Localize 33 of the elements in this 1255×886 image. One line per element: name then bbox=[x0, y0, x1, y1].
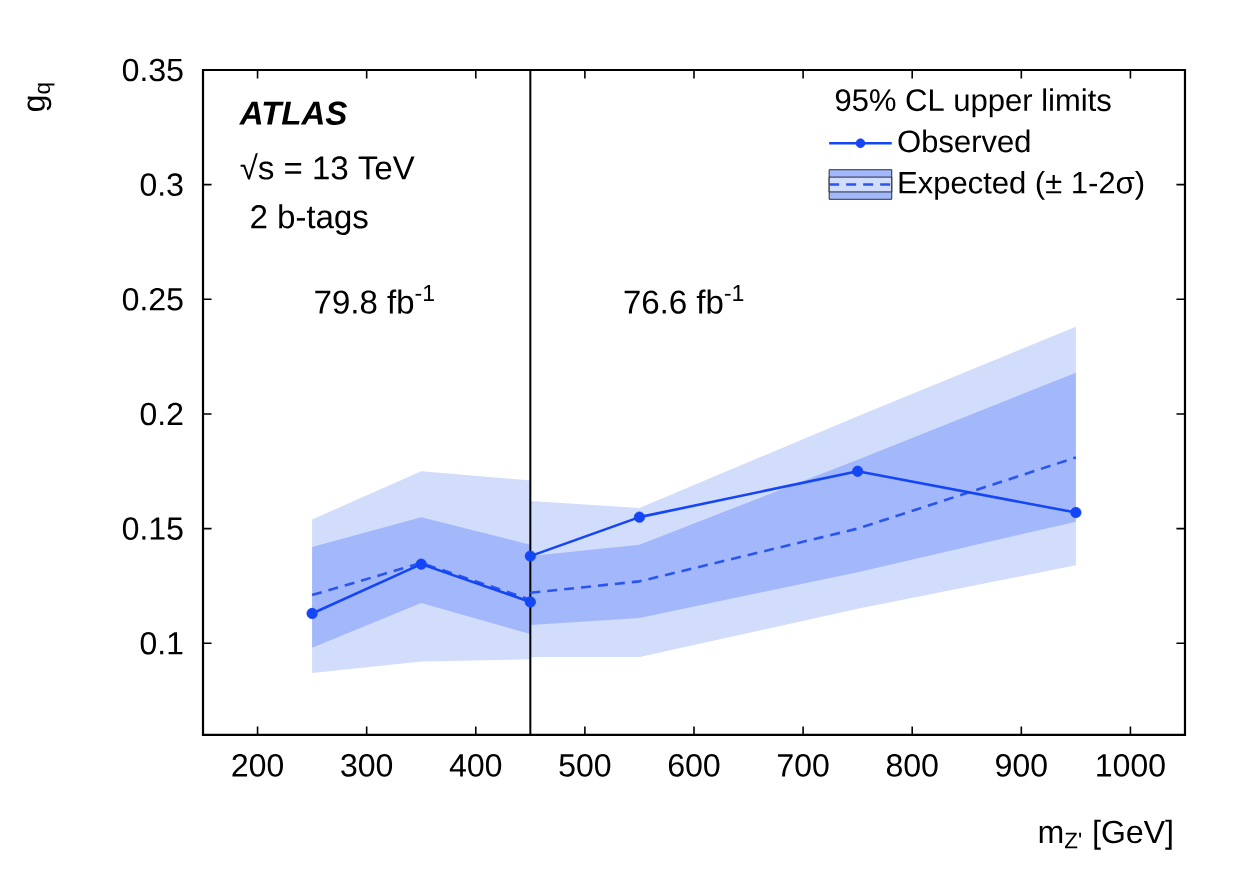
x-tick-label: 600 bbox=[668, 754, 720, 777]
y-tick-label: 0.15 bbox=[122, 517, 183, 540]
point bbox=[524, 550, 536, 562]
y-tick-label: 0.2 bbox=[140, 402, 183, 426]
x-tick-label: 200 bbox=[232, 754, 283, 777]
point bbox=[852, 465, 864, 477]
y-tick-label: 0.3 bbox=[140, 173, 183, 196]
x-tick-label: 500 bbox=[559, 754, 611, 777]
line-series bbox=[529, 456, 1078, 595]
point bbox=[633, 511, 646, 523]
annotation: 76.6 fb$^{-1}$ bbox=[624, 285, 744, 314]
annotation: ATLAS bbox=[239, 101, 347, 125]
y-tick-label: 0.1 bbox=[140, 631, 183, 655]
point bbox=[1070, 506, 1082, 519]
annotation: 79.8 fb$^{-1}$ bbox=[315, 285, 434, 314]
x-tick-label: 400 bbox=[449, 754, 502, 777]
annotation: √s = 13 TeV bbox=[240, 153, 415, 180]
legend-label: Expected (± 1-2σ) bbox=[899, 170, 1144, 200]
point bbox=[306, 607, 318, 620]
annotation: 2 b-tags bbox=[251, 204, 368, 235]
point bbox=[524, 596, 536, 608]
point bbox=[415, 558, 427, 570]
y-axis-title: g$_{q}$ bbox=[27, 83, 55, 111]
y-tick-label: 0.25 bbox=[122, 287, 183, 311]
x-axis-title: m$_{Z'}$ [GeV] bbox=[1039, 819, 1172, 850]
x-tick-label: 300 bbox=[341, 754, 393, 777]
legend-label: Observed bbox=[898, 129, 1030, 153]
legend-title: 95% CL upper limits bbox=[835, 88, 1111, 118]
x-tick-label: 1000 bbox=[1097, 754, 1165, 777]
y-tick-label: 0.35 bbox=[122, 58, 183, 82]
x-tick-label: 800 bbox=[886, 754, 938, 777]
x-tick-label: 900 bbox=[996, 754, 1047, 777]
x-tick-label: 700 bbox=[778, 754, 829, 777]
